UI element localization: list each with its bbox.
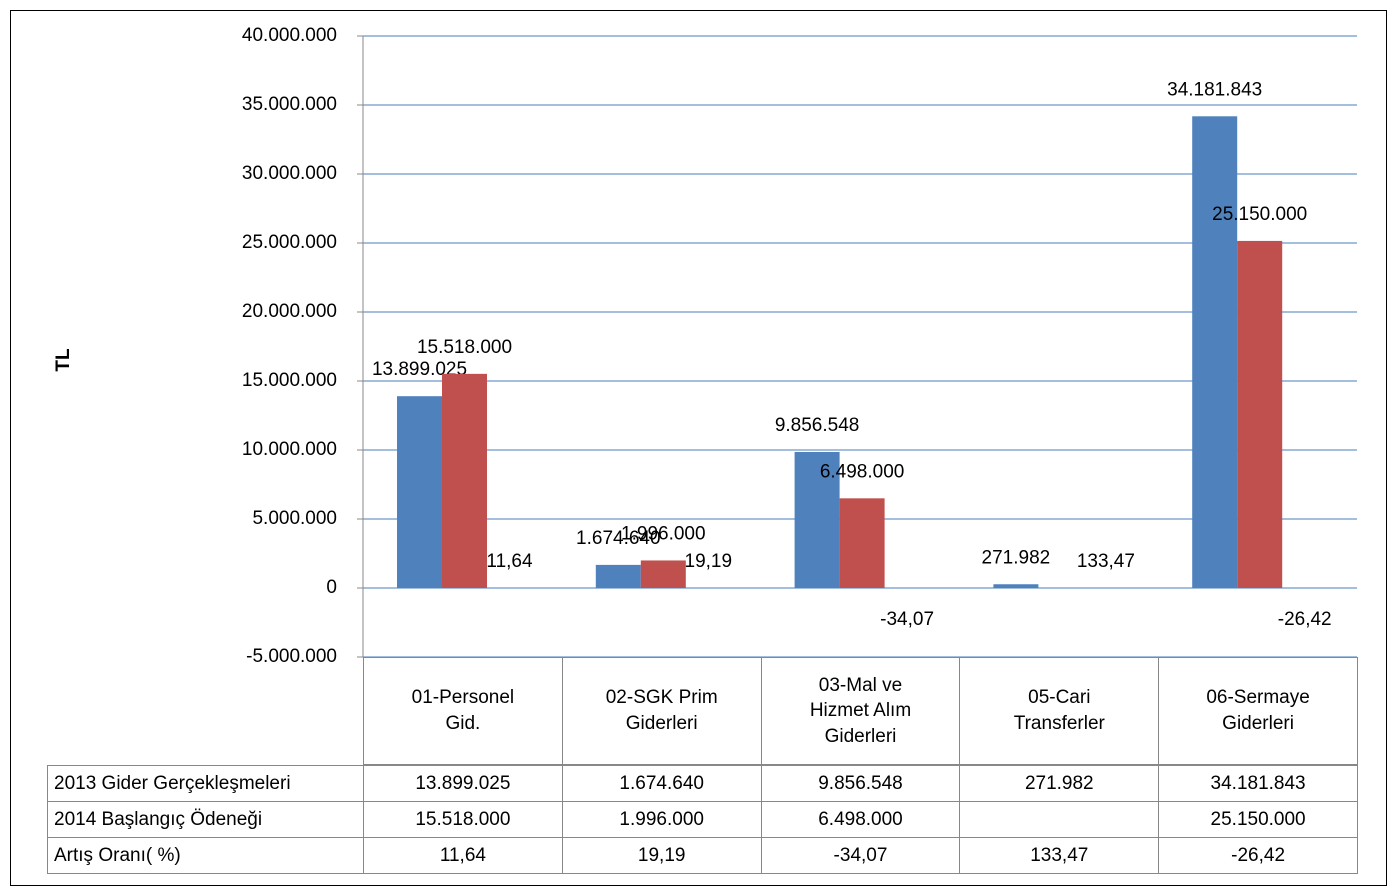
data-label: 6.498.000: [820, 461, 905, 482]
data-label: 19,19: [685, 551, 733, 572]
table-cell: 9.856.548: [760, 765, 961, 802]
data-label: 11,64: [486, 551, 533, 572]
y-tick-label: 30.000.000: [242, 163, 337, 184]
bar: [397, 396, 442, 588]
y-axis-title: TL: [53, 348, 74, 372]
table-cell: 34.181.843: [1158, 765, 1358, 802]
table-cell: 25.150.000: [1158, 801, 1358, 838]
data-label: -26,42: [1278, 609, 1332, 630]
table-cell: 15.518.000: [363, 801, 563, 838]
table-header: 01-Personel Gid.: [363, 657, 563, 765]
table-row-label: Artış Oranı( %): [47, 837, 364, 874]
table-cell: 19,19: [561, 837, 762, 874]
y-tick-label: 5.000.000: [252, 508, 337, 529]
table-header: 05-Cari Transferler: [959, 657, 1160, 765]
table-header: 03-Mal ve Hizmet Alım Giderleri: [760, 657, 961, 765]
table-cell: -26,42: [1158, 837, 1358, 874]
y-tick-label: 0: [326, 577, 337, 598]
table-cell: 271.982: [959, 765, 1160, 802]
data-label: 1.674.640: [576, 528, 661, 549]
y-tick-label: 40.000.000: [242, 25, 337, 46]
table-cell: 133,47: [959, 837, 1160, 874]
data-label: 1.996.000: [621, 523, 706, 544]
data-label: -34,07: [880, 609, 934, 630]
data-label: 25.150.000: [1212, 204, 1307, 225]
y-tick-label: 25.000.000: [242, 232, 337, 253]
table-cell: [959, 801, 1160, 838]
y-tick-label: -5.000.000: [246, 646, 337, 667]
table-cell: 1.674.640: [561, 765, 762, 802]
data-label: 15.518.000: [417, 337, 512, 358]
y-tick-label: 20.000.000: [242, 301, 337, 322]
table-header: 06-Sermaye Giderleri: [1158, 657, 1358, 765]
y-tick-label: 15.000.000: [242, 370, 337, 391]
table-cell: 1.996.000: [561, 801, 762, 838]
bar: [993, 584, 1039, 588]
data-label: 34.181.843: [1167, 79, 1262, 100]
bar: [794, 451, 840, 588]
y-tick-label: 35.000.000: [242, 94, 337, 115]
data-label: 9.856.548: [775, 415, 860, 436]
chart-border: [10, 10, 1387, 886]
table-row-label: 2014 Başlangıç Ödeneği: [47, 801, 364, 838]
y-tick-label: 10.000.000: [242, 439, 337, 460]
table-row-label: 2013 Gider Gerçekleşmeleri: [47, 765, 364, 802]
bar: [1237, 240, 1283, 588]
table-header: 02-SGK Prim Giderleri: [561, 657, 762, 765]
table-cell: 11,64: [363, 837, 563, 874]
bar: [640, 560, 686, 588]
bar: [839, 498, 885, 588]
bar: [595, 564, 641, 588]
table-cell: 13.899.025: [363, 765, 563, 802]
bar: [1192, 116, 1238, 589]
bar: [442, 373, 487, 588]
table-cell: 6.498.000: [760, 801, 961, 838]
table-cell: -34,07: [760, 837, 961, 874]
data-label: 133,47: [1077, 551, 1135, 572]
data-label: 271.982: [982, 547, 1051, 568]
